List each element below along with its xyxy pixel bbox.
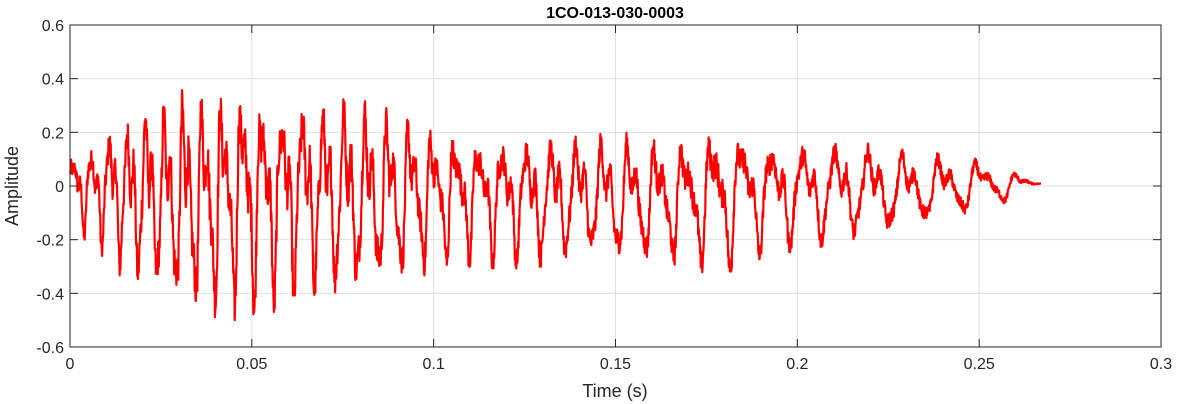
chart-title: 1CO-013-030-0003	[546, 5, 684, 22]
waveform-line	[68, 88, 1042, 322]
y-tick-label: -0.2	[36, 233, 64, 250]
x-tick-label: 0.1	[423, 356, 445, 373]
x-tick-label: 0	[66, 356, 75, 373]
x-tick-labels: 0 0.05 0.1 0.15 0.2 0.25 0.3	[66, 356, 1173, 373]
x-tick-label: 0.3	[1150, 356, 1172, 373]
x-tick-label: 0.2	[786, 356, 808, 373]
x-tick-label: 0.25	[964, 356, 995, 373]
tick-marks	[69, 24, 1162, 348]
y-tick-label: 0.6	[42, 18, 64, 35]
x-tick-label: 0.05	[236, 356, 267, 373]
y-tick-label: 0.2	[42, 125, 64, 142]
y-axis-title: Amplitude	[2, 146, 22, 226]
series-layer	[68, 88, 1042, 322]
x-axis-title: Time (s)	[582, 381, 647, 401]
y-tick-label: -0.6	[36, 340, 64, 357]
y-tick-label: 0	[55, 179, 64, 196]
y-tick-label: 0.4	[42, 72, 64, 89]
y-tick-label: -0.4	[36, 286, 64, 303]
x-tick-label: 0.15	[600, 356, 631, 373]
y-tick-labels: -0.6 -0.4 -0.2 0 0.2 0.4 0.6	[36, 18, 64, 357]
